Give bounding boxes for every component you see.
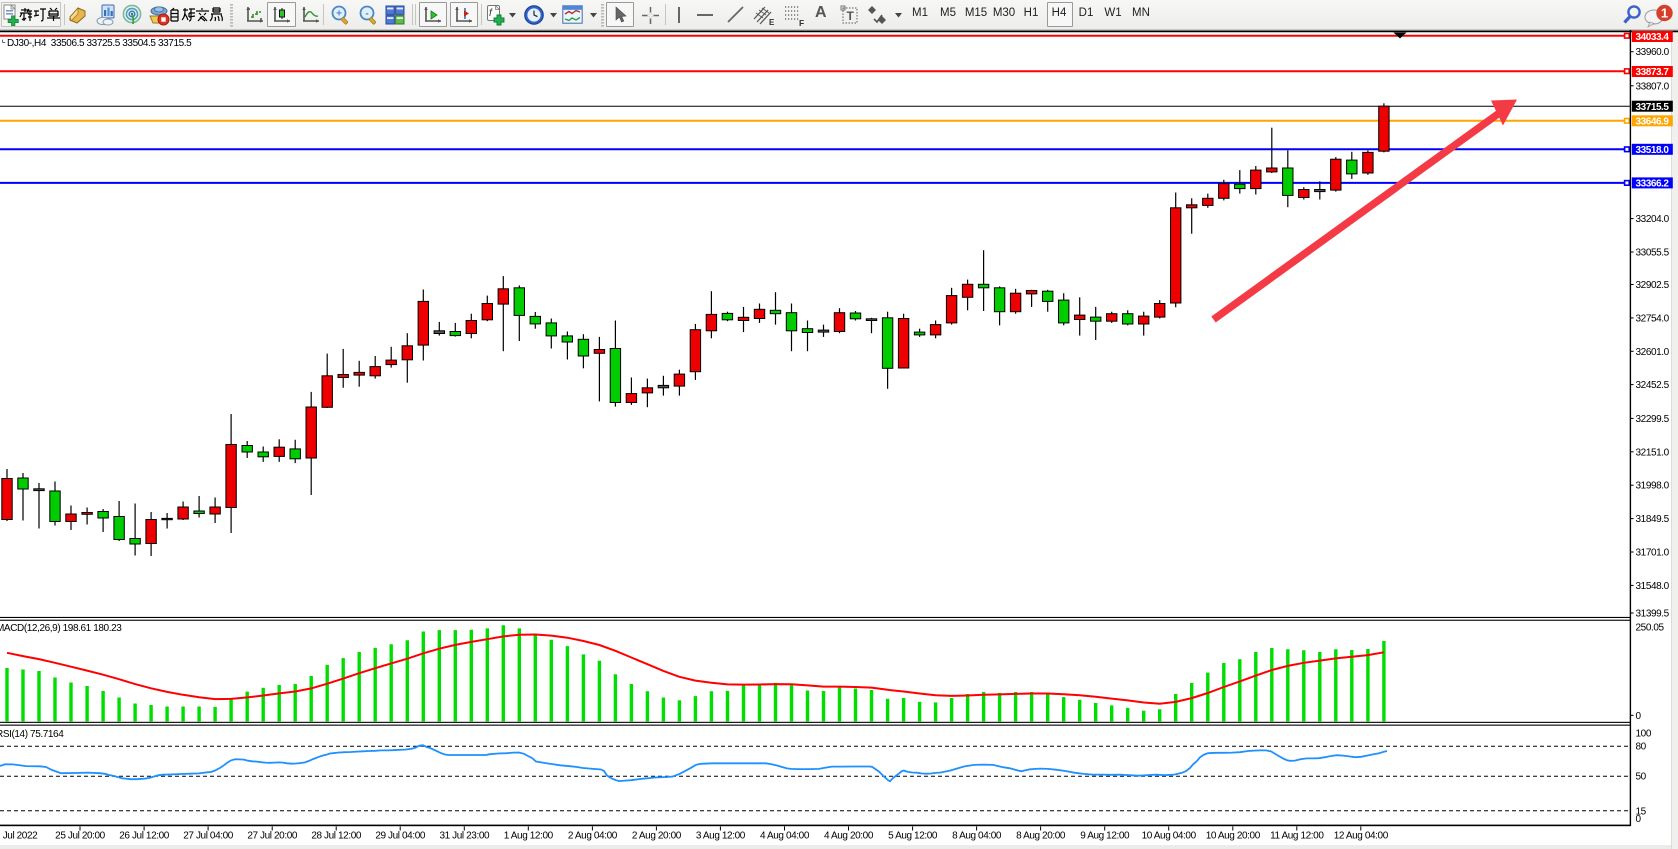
svg-text:28 Jul 12:00: 28 Jul 12:00 xyxy=(311,831,362,842)
svg-text:1 Aug 12:00: 1 Aug 12:00 xyxy=(504,831,554,842)
svg-text:31399.5: 31399.5 xyxy=(1636,609,1670,620)
svg-text:33873.7: 33873.7 xyxy=(1636,67,1670,78)
svg-text:31548.0: 31548.0 xyxy=(1636,581,1670,592)
svg-text:Jul 2022: Jul 2022 xyxy=(3,831,38,842)
svg-text:+: + xyxy=(336,9,342,20)
svg-text:DJ30-,H4 33506.5 33725.5 3350: DJ30-,H4 33506.5 33725.5 33504.5 33715.5 xyxy=(7,38,192,49)
svg-text:33055.5: 33055.5 xyxy=(1636,248,1670,259)
svg-text:26 Jul 12:00: 26 Jul 12:00 xyxy=(119,831,170,842)
svg-text:31849.5: 31849.5 xyxy=(1636,514,1670,525)
svg-text:4 Aug 04:00: 4 Aug 04:00 xyxy=(760,831,810,842)
svg-text:250.05: 250.05 xyxy=(1636,623,1665,634)
svg-text:0: 0 xyxy=(1636,711,1642,722)
svg-text:25 Jul 20:00: 25 Jul 20:00 xyxy=(55,831,106,842)
svg-text:8 Aug 04:00: 8 Aug 04:00 xyxy=(952,831,1002,842)
svg-text:⌞: ⌞ xyxy=(2,34,6,44)
svg-text:T: T xyxy=(847,9,855,23)
svg-text:1: 1 xyxy=(1661,6,1668,21)
svg-text:11 Aug 12:00: 11 Aug 12:00 xyxy=(1270,831,1324,842)
svg-text:0: 0 xyxy=(1636,814,1642,825)
svg-text:MACD(12,26,9) 198.61 180.23: MACD(12,26,9) 198.61 180.23 xyxy=(0,623,122,634)
svg-text:31 Jul 23:00: 31 Jul 23:00 xyxy=(439,831,490,842)
svg-text:RSI(14) 75.7164: RSI(14) 75.7164 xyxy=(0,729,64,740)
svg-text:12 Aug 04:00: 12 Aug 04:00 xyxy=(1334,831,1389,842)
svg-text:32601.0: 32601.0 xyxy=(1636,347,1670,358)
svg-text:9 Aug 12:00: 9 Aug 12:00 xyxy=(1080,831,1130,842)
svg-text:2 Aug 20:00: 2 Aug 20:00 xyxy=(632,831,682,842)
svg-text:10 Aug 20:00: 10 Aug 20:00 xyxy=(1206,831,1261,842)
svg-text:f: f xyxy=(489,8,493,19)
svg-text:E: E xyxy=(769,18,775,27)
svg-text:80: 80 xyxy=(1636,742,1647,753)
svg-text:32452.5: 32452.5 xyxy=(1636,380,1670,391)
svg-text:29 Jul 04:00: 29 Jul 04:00 xyxy=(375,831,426,842)
svg-text:F: F xyxy=(799,18,804,27)
svg-text:-: - xyxy=(365,9,368,20)
svg-text:32151.0: 32151.0 xyxy=(1636,447,1670,458)
svg-text:33518.0: 33518.0 xyxy=(1636,145,1670,156)
svg-text:31701.0: 31701.0 xyxy=(1636,548,1670,559)
svg-text:33960.0: 33960.0 xyxy=(1636,47,1670,58)
svg-text:8 Aug 20:00: 8 Aug 20:00 xyxy=(1016,831,1066,842)
svg-text:33715.5: 33715.5 xyxy=(1636,102,1670,113)
svg-text:15: 15 xyxy=(1636,806,1647,817)
svg-text:27 Jul 20:00: 27 Jul 20:00 xyxy=(247,831,298,842)
svg-text:33204.0: 33204.0 xyxy=(1636,214,1670,225)
svg-text:33646.9: 33646.9 xyxy=(1636,116,1670,127)
svg-text:50: 50 xyxy=(1636,772,1647,783)
svg-text:32902.5: 32902.5 xyxy=(1636,280,1670,291)
svg-text:33366.2: 33366.2 xyxy=(1636,179,1670,190)
svg-text:5 Aug 12:00: 5 Aug 12:00 xyxy=(888,831,938,842)
svg-text:32754.0: 32754.0 xyxy=(1636,313,1670,324)
svg-text:31998.0: 31998.0 xyxy=(1636,481,1670,492)
svg-text:32299.5: 32299.5 xyxy=(1636,414,1670,425)
svg-text:4 Aug 20:00: 4 Aug 20:00 xyxy=(824,831,874,842)
svg-text:27 Jul 04:00: 27 Jul 04:00 xyxy=(183,831,234,842)
svg-text:100: 100 xyxy=(1636,728,1652,739)
svg-text:2 Aug 04:00: 2 Aug 04:00 xyxy=(568,831,618,842)
svg-text:10 Aug 04:00: 10 Aug 04:00 xyxy=(1142,831,1197,842)
svg-text:34033.4: 34033.4 xyxy=(1636,32,1670,43)
svg-text:3 Aug 12:00: 3 Aug 12:00 xyxy=(696,831,746,842)
svg-text:33807.0: 33807.0 xyxy=(1636,81,1670,92)
